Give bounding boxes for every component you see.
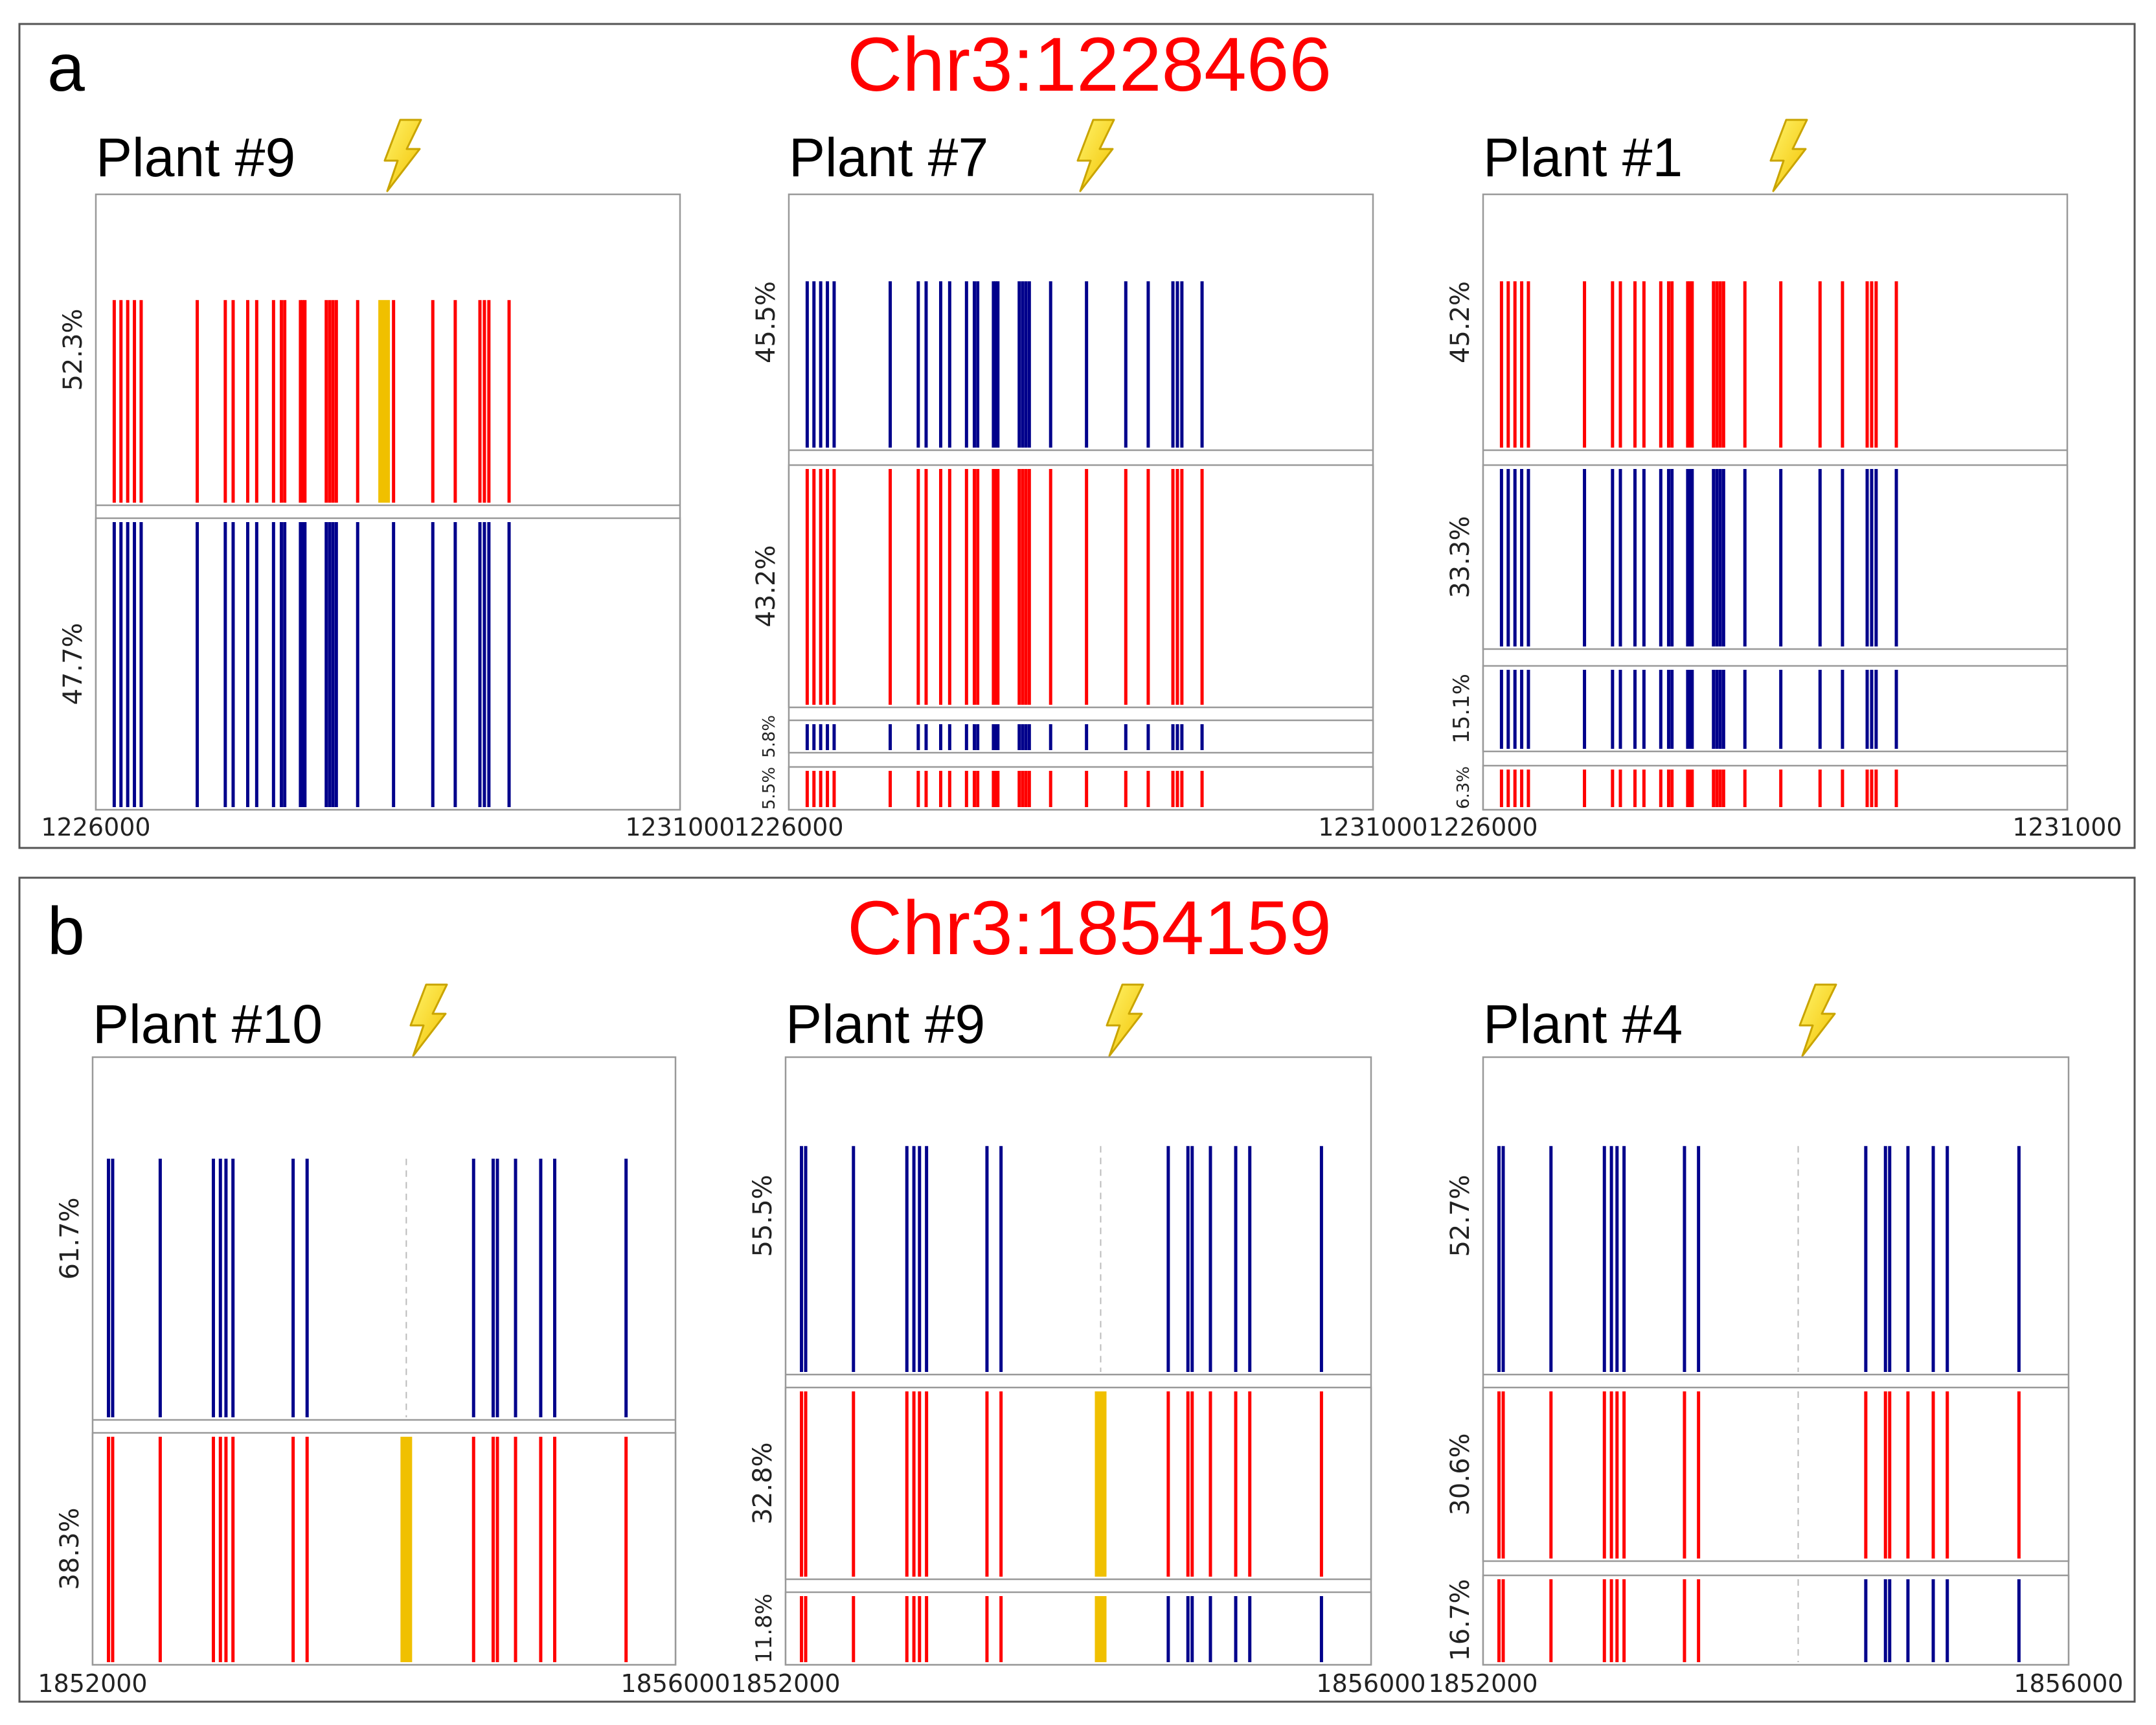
lightning-icon	[409, 983, 448, 1057]
x-tick-label: 1226000	[1428, 813, 1538, 841]
mutation-highlight	[1095, 1596, 1107, 1662]
plant-plot: Plant #10 61.7% 38.3% 1852000 1856000	[38, 983, 731, 1698]
haplotype-percent: 11.8%	[751, 1594, 777, 1663]
haplotype-track	[788, 464, 1374, 709]
haplotype-percent: 55.5%	[748, 1174, 778, 1257]
haplotype-percent: 30.6%	[1446, 1433, 1475, 1515]
panel-letter: b	[47, 894, 85, 969]
plant-label: Plant #7	[789, 127, 988, 188]
haplotype-percent: 52.3%	[58, 308, 88, 391]
x-tick-label: 1852000	[38, 1669, 147, 1698]
haplotype-percent: 16.7%	[1446, 1579, 1475, 1661]
haplotype-track	[784, 1386, 1372, 1581]
x-tick-label: 1226000	[734, 813, 843, 841]
x-tick-label: 1226000	[41, 813, 150, 841]
plant-label: Plant #4	[1483, 994, 1683, 1055]
lightning-icon	[1799, 983, 1837, 1057]
panel-letter: a	[47, 30, 85, 106]
haplotype-track	[1482, 1574, 2070, 1666]
x-tick-label: 1852000	[731, 1669, 840, 1698]
haplotype-percent: 61.7%	[55, 1197, 85, 1279]
mutation-highlight	[1095, 1391, 1107, 1577]
plant-label: Plant #10	[93, 994, 323, 1055]
lightning-icon	[1076, 119, 1115, 192]
plant-label: Plant #1	[1483, 127, 1683, 188]
x-tick-label: 1856000	[2014, 1669, 2123, 1698]
haplotype-percent: 5.8%	[760, 715, 779, 758]
haplotype-percent: 32.8%	[748, 1442, 778, 1524]
haplotype-percent: 33.3%	[1446, 516, 1475, 598]
haplotype-track	[1482, 665, 2069, 753]
haplotype-track	[91, 1432, 677, 1666]
haplotype-percent: 52.7%	[1446, 1174, 1475, 1257]
x-tick-label: 1231000	[625, 813, 734, 841]
x-tick-label: 1852000	[1428, 1669, 1538, 1698]
mutation-highlight	[400, 1437, 413, 1662]
plant-plot: Plant #4 52.7% 30.6% 16.7% 1852000 1856000	[1428, 983, 2124, 1698]
x-tick-label: 1231000	[2012, 813, 2122, 841]
mutation-highlight	[378, 300, 391, 503]
plant-plot: Plant #9 55.5% 32.8% 11.8% 1852000 1856000	[731, 983, 1426, 1698]
x-tick-label: 1856000	[620, 1669, 730, 1698]
haplotype-percent: 45.5%	[751, 281, 781, 363]
haplotype-track	[788, 766, 1374, 811]
x-tick-label: 1856000	[1316, 1669, 1425, 1698]
panel-title: Chr3:1228466	[847, 22, 1332, 108]
haplotype-percent: 6.3%	[1454, 766, 1473, 809]
plant-label: Plant #9	[786, 994, 985, 1055]
haplotype-track	[1482, 464, 2069, 650]
x-tick-label: 1231000	[1318, 813, 1427, 841]
panel-frame	[18, 23, 2136, 849]
haplotype-percent: 38.3%	[55, 1507, 85, 1590]
plot-box	[1482, 1056, 2070, 1666]
haplotype-track	[95, 517, 681, 811]
haplotype-percent: 47.7%	[58, 623, 88, 705]
haplotype-percent: 43.2%	[751, 545, 781, 627]
plant-plot: Plant #7 45.5% 43.2% 5.8% 5.5% 1226000 1231000	[734, 119, 1428, 841]
lightning-icon	[383, 119, 422, 192]
haplotype-track	[1482, 764, 2069, 811]
plant-plot: Plant #1 45.2% 33.3% 15.1% 6.3% 1226000 123100…	[1428, 119, 2122, 841]
haplotype-track	[1482, 1386, 2070, 1562]
panel-title: Chr3:1854159	[847, 885, 1332, 971]
lightning-icon	[1106, 983, 1144, 1057]
panel-frame	[18, 876, 2136, 1703]
haplotype-percent: 15.1%	[1449, 674, 1475, 744]
lightning-icon	[1769, 119, 1808, 192]
plant-label: Plant #9	[96, 127, 295, 188]
haplotype-percent: 45.2%	[1446, 281, 1475, 363]
haplotype-track	[784, 1591, 1372, 1666]
haplotype-track	[788, 719, 1374, 754]
haplotype-percent: 5.5%	[760, 767, 779, 810]
plant-plot: Plant #9 52.3% 47.7% 1226000 1231000	[41, 119, 735, 841]
